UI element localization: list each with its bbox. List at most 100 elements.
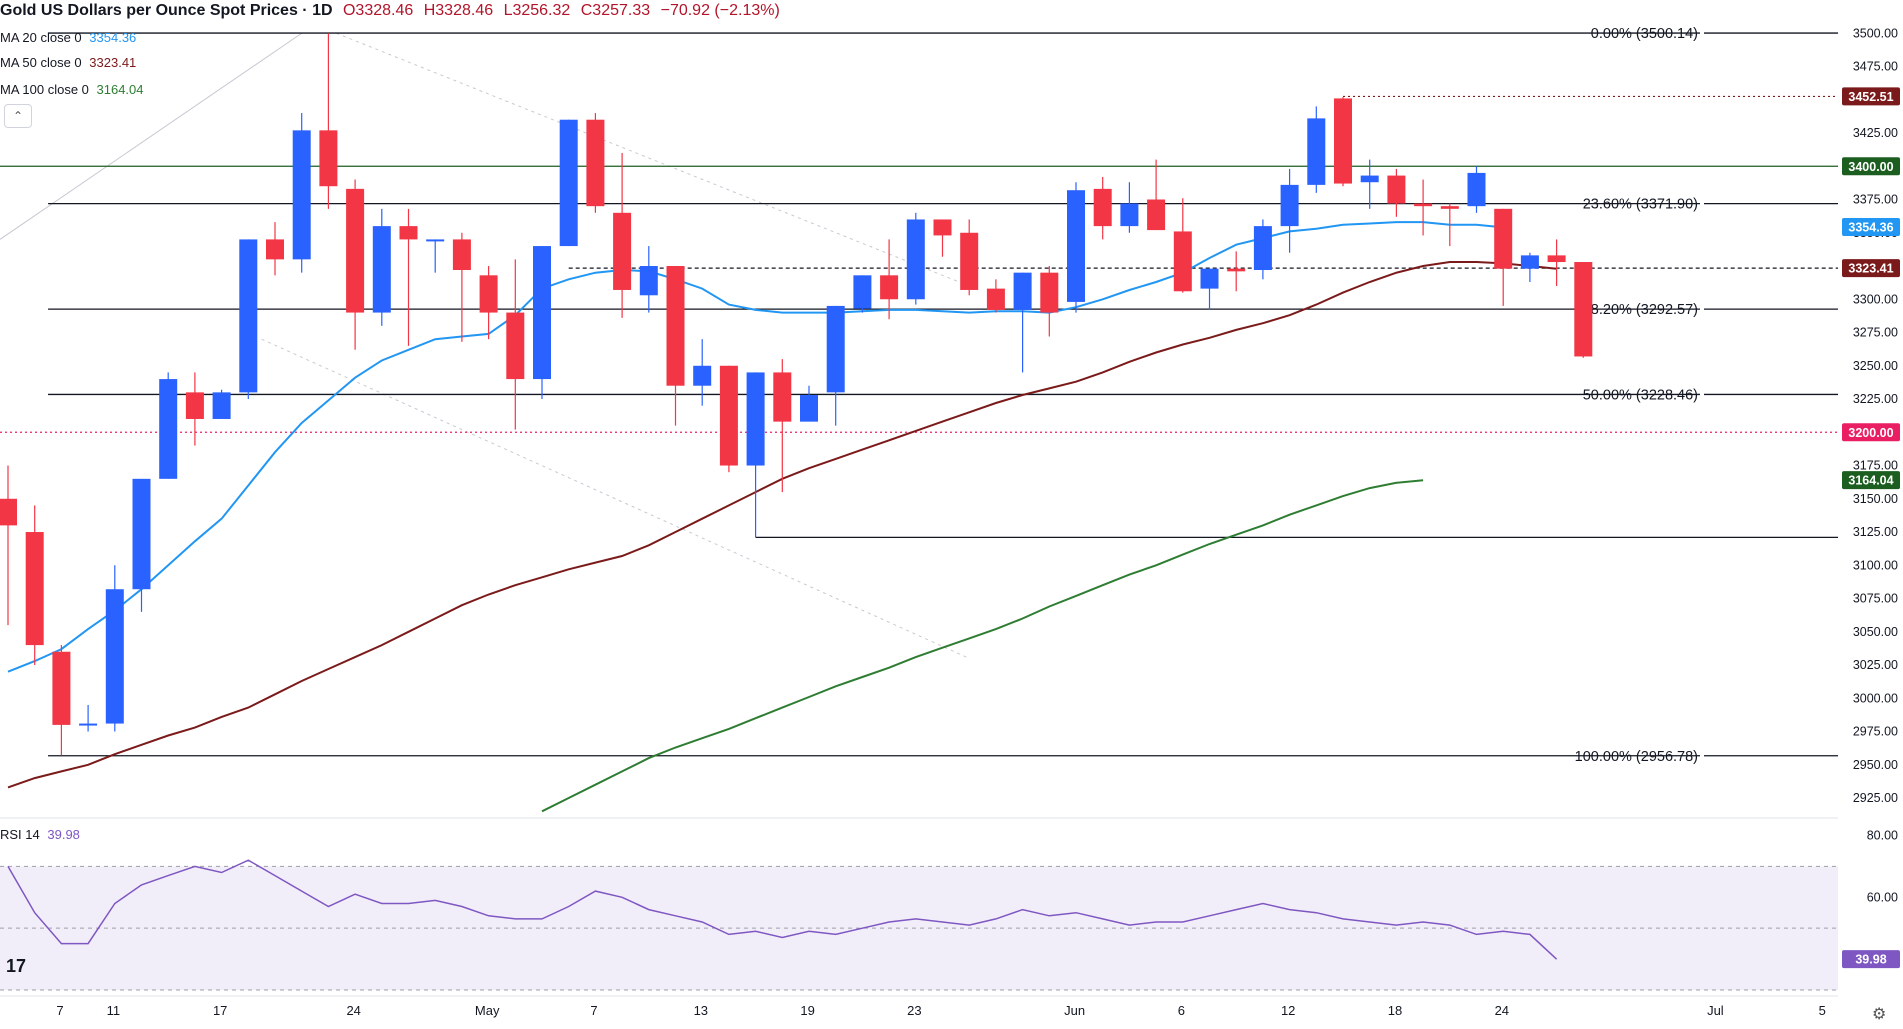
ma50-value: 3323.41 (89, 55, 137, 70)
y-tick-label: 3250.00 (1853, 359, 1898, 373)
x-tick-label: 18 (1388, 1003, 1402, 1018)
candle-body (746, 372, 765, 466)
ma50-label: MA 50 close 0 (0, 55, 82, 70)
y-tick-label: 3375.00 (1853, 193, 1898, 207)
price-badge (1842, 423, 1900, 442)
price-badge-label: 3323.41 (1848, 262, 1893, 276)
ma100-label: MA 100 close 0 (0, 82, 89, 97)
candle-body (986, 288, 1005, 310)
candle-body (666, 266, 685, 386)
candle-body (1067, 190, 1085, 302)
candle-body (79, 723, 98, 726)
y-tick-label: 3125.00 (1853, 525, 1898, 539)
candle-body (292, 130, 311, 260)
trend-line (336, 32, 970, 287)
rsi-line (7, 859, 1558, 960)
fib-level-label: 38.20% (3292.57) (1583, 302, 1698, 318)
fib-level-label: 0.00% (3500.14) (1591, 26, 1698, 42)
ohlc-high: H3328.46 (423, 2, 494, 19)
candle-body (719, 365, 738, 466)
y-tick-label: 2950.00 (1853, 758, 1898, 772)
price-badge-label: 3400.00 (1848, 160, 1893, 174)
candle-body (933, 219, 952, 236)
candle-body (1173, 231, 1192, 292)
rsi-tick-label: 60.00 (1867, 890, 1898, 904)
rsi-badge-label: 39.98 (1855, 953, 1886, 967)
candle-body (1253, 226, 1272, 271)
candle-body (960, 232, 979, 290)
price-badge (1842, 217, 1900, 236)
candle-body (1307, 118, 1326, 185)
candle-body (1547, 255, 1566, 263)
ma50-legend[interactable]: MA 50 close 0 3323.41 (0, 55, 136, 70)
candle-body (1227, 268, 1246, 272)
candle-body (266, 239, 284, 260)
x-tick-label: Jun (1064, 1003, 1085, 1018)
candle-body (239, 239, 258, 393)
candle-body (1467, 172, 1486, 207)
candle-body (1147, 199, 1166, 231)
candle-body (1520, 255, 1539, 269)
ohlc-close: C3257.33 (580, 2, 651, 19)
candle-body (52, 651, 71, 725)
candle-body (1040, 272, 1059, 313)
y-tick-label: 3000.00 (1853, 691, 1898, 705)
candle-body (426, 239, 445, 242)
candle-body (346, 188, 365, 313)
x-tick-label: Jul (1707, 1003, 1724, 1018)
y-tick-label: 3175.00 (1853, 459, 1898, 473)
candle-body (1120, 203, 1139, 227)
candle-body (185, 392, 204, 419)
chevron-up-icon: ⌃ (12, 109, 24, 123)
y-tick-label: 3100.00 (1853, 558, 1898, 572)
x-tick-label: 19 (800, 1003, 814, 1018)
rsi-legend[interactable]: RSI 14 39.98 (0, 827, 80, 842)
chart-header: Gold US Dollars per Ounce Spot Prices · … (0, 0, 780, 22)
candle-body (586, 119, 605, 207)
candle-body (212, 392, 231, 419)
rsi-badge (1842, 950, 1900, 969)
rsi-tick-label: 80.00 (1867, 828, 1898, 842)
x-tick-label: 11 (107, 1003, 121, 1018)
gear-icon[interactable]: ⚙ (1872, 1006, 1887, 1023)
tradingview-logo[interactable]: 17 (6, 956, 27, 976)
candle-body (25, 532, 44, 646)
ma100-legend[interactable]: MA 100 close 0 3164.04 (0, 82, 144, 97)
y-tick-label: 2925.00 (1853, 791, 1898, 805)
price-badge (1842, 471, 1900, 490)
x-tick-label: 23 (907, 1003, 921, 1018)
price-badge-label: 3354.36 (1848, 220, 1893, 234)
y-tick-label: 3025.00 (1853, 658, 1898, 672)
price-badge-label: 3200.00 (1848, 426, 1893, 440)
candle-body (1280, 184, 1299, 227)
x-tick-label: 12 (1281, 1003, 1295, 1018)
candle-body (1200, 268, 1219, 289)
price-badge-label: 3164.04 (1848, 474, 1893, 488)
candle-body (773, 372, 792, 422)
candle-body (399, 226, 418, 240)
candle-body (1093, 188, 1112, 227)
fib-level-label: 100.00% (2956.78) (1575, 749, 1698, 765)
ma20-legend[interactable]: MA 20 close 0 3354.36 (0, 30, 136, 45)
candle-body (906, 219, 925, 300)
x-tick-label: 24 (1495, 1003, 1509, 1018)
candle-body (1574, 262, 1593, 357)
ohlc-change: −70.92 (−2.13%) (660, 2, 780, 19)
candle-body (1494, 208, 1513, 269)
x-tick-label: May (475, 1003, 500, 1018)
trend-line (261, 338, 970, 659)
ohlc-open: O3328.46 (342, 2, 414, 19)
ma100-value: 3164.04 (96, 82, 144, 97)
candle-body (853, 275, 872, 309)
candle-body (559, 119, 578, 247)
y-tick-label: 3050.00 (1853, 625, 1898, 639)
candle-body (506, 312, 525, 380)
ma-line (541, 479, 1424, 813)
x-tick-label: 17 (213, 1003, 227, 1018)
collapse-legend-button[interactable]: ⌃ (4, 104, 32, 128)
y-tick-label: 3275.00 (1853, 326, 1898, 340)
ma20-label: MA 20 close 0 (0, 30, 82, 45)
trend-line (0, 32, 302, 240)
candle-body (1360, 175, 1379, 183)
